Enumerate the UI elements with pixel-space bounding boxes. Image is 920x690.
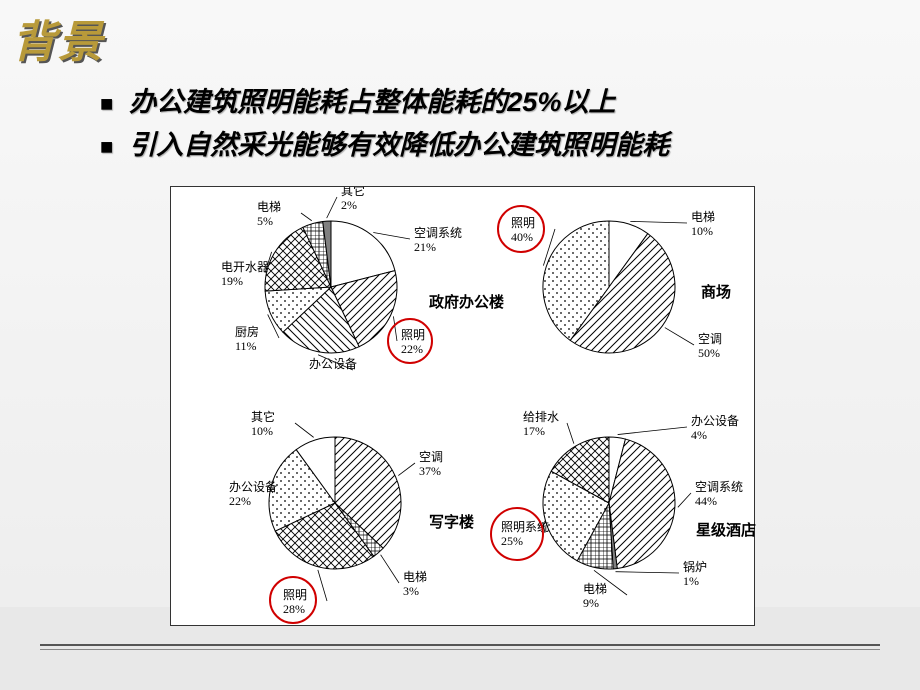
segment-percent: 22% — [401, 342, 423, 356]
bullet-marker-icon: ■ — [100, 134, 113, 160]
segment-label: 空调 — [698, 332, 722, 346]
slide-title: 背景 — [12, 6, 104, 70]
segment-percent: 4% — [691, 428, 707, 442]
segment-percent: 50% — [698, 346, 720, 360]
segment-percent: 3% — [403, 584, 419, 598]
segment-label: 其它 — [341, 187, 365, 198]
segment-label: 电梯 — [691, 210, 715, 224]
segment-label: 空调系统 — [695, 480, 743, 494]
segment-label: 电梯 — [583, 582, 607, 596]
leader-line — [318, 570, 327, 601]
leader-line — [618, 427, 687, 435]
leader-line — [327, 197, 337, 218]
pie-charts-svg: 空调系统21%照明22%办公设备厨房11%电开水器19%电梯5%其它2%政府办公… — [171, 187, 756, 627]
segment-percent: 17% — [523, 424, 545, 438]
leader-line — [381, 555, 399, 583]
segment-label: 电开水器 — [221, 260, 269, 274]
segment-label: 空调 — [419, 450, 443, 464]
chart-title: 商场 — [701, 283, 731, 301]
segment-label: 其它 — [251, 409, 275, 424]
segment-percent: 37% — [419, 464, 441, 478]
segment-percent: 10% — [251, 424, 273, 438]
segment-percent: 28% — [283, 602, 305, 616]
segment-percent: 19% — [221, 274, 243, 288]
leader-line — [398, 463, 415, 476]
segment-label: 锅炉 — [683, 559, 707, 574]
segment-label: 照明 — [401, 328, 425, 342]
segment-label: 办公设备 — [309, 356, 357, 371]
segment-label: 照明 — [511, 216, 535, 230]
segment-percent: 9% — [583, 596, 599, 610]
pie-chart-panel: 空调系统21%照明22%办公设备厨房11%电开水器19%电梯5%其它2%政府办公… — [170, 186, 755, 626]
segment-percent: 21% — [414, 240, 436, 254]
segment-label: 办公设备 — [229, 479, 277, 494]
segment-label: 电梯 — [403, 570, 427, 584]
segment-percent: 10% — [691, 224, 713, 238]
bullet-marker-icon: ■ — [100, 91, 113, 117]
segment-label: 办公设备 — [691, 413, 739, 428]
leader-line — [678, 493, 691, 507]
bullet-list: ■ 办公建筑照明能耗占整体能耗的25%以上 ■ 引入自然采光能够有效降低办公建筑… — [100, 80, 880, 166]
segment-percent: 40% — [511, 230, 533, 244]
bullet-text: 办公建筑照明能耗占整体能耗的25%以上 — [129, 80, 615, 119]
segment-label: 照明 — [283, 588, 307, 602]
leader-line — [295, 423, 314, 437]
leader-line — [567, 423, 574, 444]
bullet-item: ■ 办公建筑照明能耗占整体能耗的25%以上 — [100, 80, 880, 119]
bullet-item: ■ 引入自然采光能够有效降低办公建筑照明能耗 — [100, 123, 880, 162]
segment-percent: 1% — [683, 574, 699, 588]
chart-title: 星级酒店 — [696, 521, 756, 539]
segment-label: 空调系统 — [414, 226, 462, 240]
leader-line — [301, 213, 312, 221]
segment-percent: 44% — [695, 494, 717, 508]
segment-percent: 25% — [501, 534, 523, 548]
chart-title: 写字楼 — [429, 513, 474, 531]
footer-divider-thick — [40, 644, 880, 646]
leader-line — [393, 316, 397, 341]
bullet-text: 引入自然采光能够有效降低办公建筑照明能耗 — [129, 123, 669, 162]
segment-label: 电梯 — [257, 200, 281, 214]
leader-line — [615, 572, 679, 573]
segment-label: 给排水 — [523, 410, 559, 424]
segment-percent: 5% — [257, 214, 273, 228]
segment-label: 厨房 — [235, 324, 259, 339]
segment-percent: 22% — [229, 494, 251, 508]
segment-percent: 11% — [235, 339, 257, 353]
chart-title: 政府办公楼 — [429, 293, 504, 311]
leader-line — [373, 232, 410, 239]
leader-line — [665, 328, 694, 345]
footer-divider-thin — [40, 649, 880, 650]
segment-percent: 2% — [341, 198, 357, 212]
leader-line — [630, 221, 687, 223]
